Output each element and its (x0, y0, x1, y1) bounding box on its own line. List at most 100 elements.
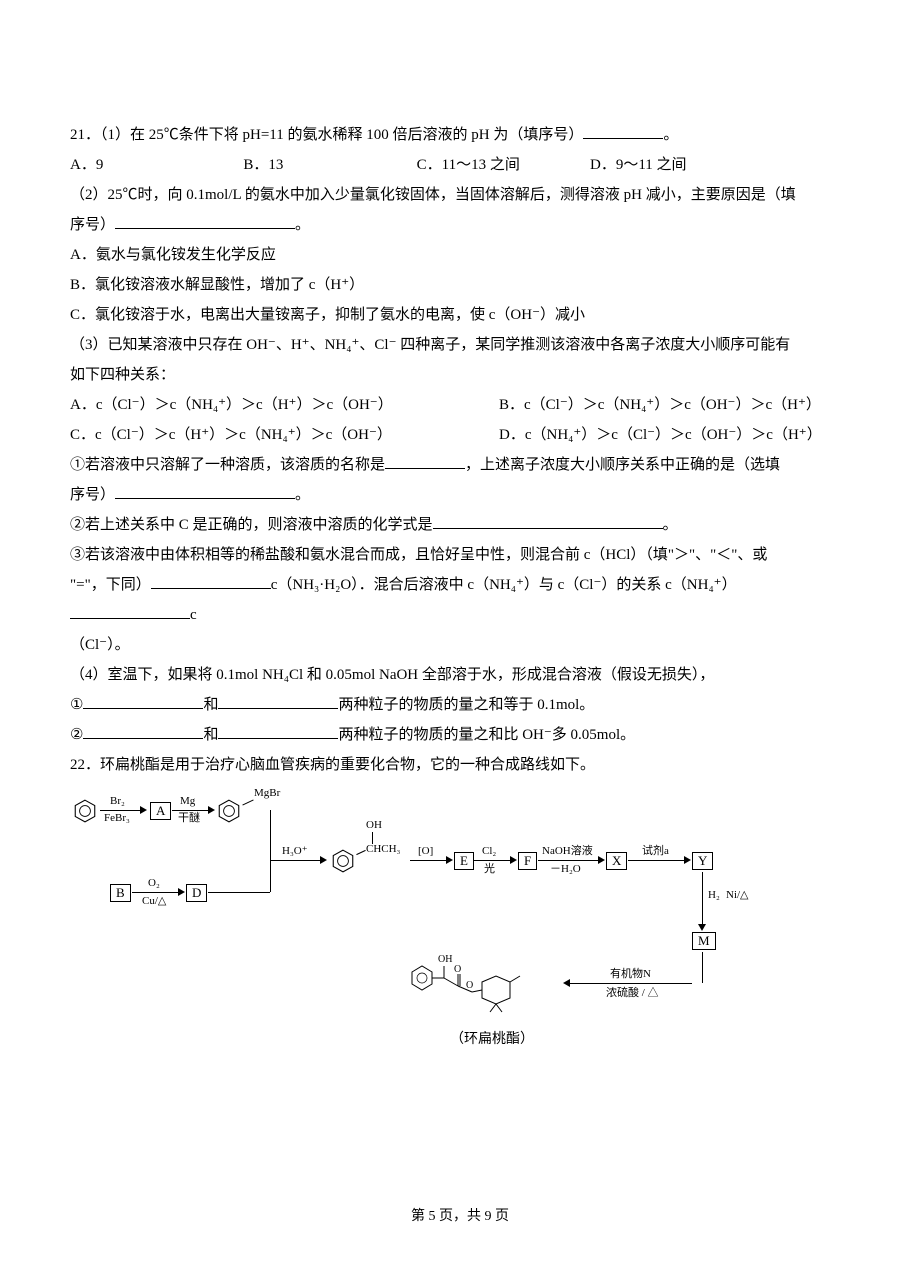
blank (83, 694, 203, 709)
box-b: B (110, 884, 131, 902)
text: 和 (203, 727, 218, 743)
q21-3-sub3e: （Cl⁻）。 (70, 630, 850, 660)
text: "="，下同） (70, 577, 151, 593)
text: ② (70, 727, 83, 743)
option-b: B．c（Cl⁻）＞c（NH₄⁺）＞c（OH⁻）＞c（H⁺） (499, 390, 850, 420)
product-structure-icon: OH O O (400, 948, 560, 1018)
q21-2-prefix: 序号） (70, 217, 115, 233)
label-febr3: FeBr₃ (104, 813, 130, 824)
blank (151, 574, 271, 589)
option-c: C．c（Cl⁻）＞c（H⁺）＞c（NH₄⁺）＞c（OH⁻） (70, 420, 499, 450)
label-shiji: 试剂a (642, 846, 669, 857)
text: 和 (203, 697, 218, 713)
label-liusuan: 浓硫酸 / △ (606, 988, 659, 999)
option-b: B．13 (243, 150, 416, 180)
label-h2: H₂ (708, 890, 720, 901)
text: ① (70, 697, 83, 713)
box-m: M (692, 932, 716, 950)
q21-1-text: 21．（1）在 25℃条件下将 pH=11 的氨水稀释 100 倍后溶液的 pH… (70, 127, 583, 143)
footer-suffix: 页 (492, 1209, 510, 1224)
option-d: D．c（NH₄⁺）＞c（Cl⁻）＞c（OH⁻）＞c（H⁺） (499, 420, 850, 450)
box-a: A (150, 802, 171, 820)
label-mg: Mg (180, 796, 195, 807)
q21-2-suffix: 。 (295, 217, 310, 233)
label-ganmi: 干醚 (178, 813, 200, 824)
footer-mid: 页，共 (436, 1209, 485, 1224)
q22-intro: 22．环扁桃酯是用于治疗心脑血管疾病的重要化合物，它的一种合成路线如下。 (70, 750, 850, 780)
diagram-caption: （环扁桃酯） (450, 1026, 534, 1054)
label-nid: Ni/△ (726, 890, 749, 901)
q21-2-optB: B．氯化铵溶液水解显酸性，增加了 c（H⁺） (70, 270, 850, 300)
footer-total: 9 (485, 1209, 492, 1224)
blank (218, 724, 338, 739)
label-mgbr: MgBr (254, 788, 280, 799)
text: ，上述离子浓度大小顺序关系中正确的是（选填 (465, 457, 780, 473)
q21-3-intro1: （3）已知某溶液中只存在 OH⁻、H⁺、NH₄⁺、Cl⁻ 四种离子，某同学推测该… (70, 330, 850, 360)
label-oxid: [O] (418, 846, 433, 857)
label-h2o: －H₂O (550, 864, 581, 875)
box-d: D (186, 884, 207, 902)
page-footer: 第 5 页，共 9 页 (0, 1203, 920, 1231)
blank (385, 454, 465, 469)
label-o2: O₂ (148, 878, 160, 889)
blank (70, 604, 190, 619)
label-guang: 光 (484, 864, 495, 875)
box-x: X (606, 852, 627, 870)
q21-3-optsCD: C．c（Cl⁻）＞c（H⁺）＞c（NH₄⁺）＞c（OH⁻） D．c（NH₄⁺）＞… (70, 420, 850, 450)
text: ①若溶液中只溶解了一种溶质，该溶质的名称是 (70, 457, 385, 473)
label-oh: OH (366, 820, 382, 831)
q21-3-sub1-cont: 序号） 。 (70, 480, 850, 510)
q21-1-suffix: 。 (663, 127, 678, 143)
q21-2-line2: 序号） 。 (70, 210, 850, 240)
label-cl2: Cl₂ (482, 846, 496, 857)
option-a: A．9 (70, 150, 243, 180)
option-c: C．11～13 之间 (417, 150, 590, 180)
label-youjiN: 有机物N (610, 969, 651, 980)
text: 序号） (70, 487, 115, 503)
q21-2-optC: C．氯化铵溶于水，电离出大量铵离子，抑制了氨水的电离，使 c（OH⁻）减小 (70, 300, 850, 330)
q21-4-intro: （4）室温下，如果将 0.1mol NH₄Cl 和 0.05mol NaOH 全… (70, 660, 850, 690)
blank (83, 724, 203, 739)
blank (583, 124, 663, 139)
text: 两种粒子的物质的量之和等于 0.1mol。 (338, 697, 594, 713)
blank (115, 214, 295, 229)
q21-3-optsAB: A．c（Cl⁻）＞c（NH₄⁺）＞c（H⁺）＞c（OH⁻） B．c（Cl⁻）＞c… (70, 390, 850, 420)
label-cud: Cu/△ (142, 896, 166, 907)
text: c（NH₃·H₂O）．混合后溶液中 c（NH₄⁺）与 c（Cl⁻）的关系 c（N… (271, 577, 737, 593)
q21-4-sub1: ① 和 两种粒子的物质的量之和等于 0.1mol。 (70, 690, 850, 720)
label-chch3: CHCH₃ (366, 844, 400, 855)
box-y: Y (692, 852, 713, 870)
document-content: 21．（1）在 25℃条件下将 pH=11 的氨水稀释 100 倍后溶液的 pH… (70, 120, 850, 1058)
text: ②若上述关系中 C 是正确的，则溶液中溶质的化学式是 (70, 517, 433, 533)
q21-3-intro2: 如下四种关系： (70, 360, 850, 390)
q21-1-options: A．9 B．13 C．11～13 之间 D．9～11 之间 (70, 150, 850, 180)
blank (433, 514, 663, 529)
text: 。 (295, 487, 310, 503)
benzene-icon (216, 798, 242, 824)
q21-3-sub3b: "="，下同） c（NH₃·H₂O）．混合后溶液中 c（NH₄⁺）与 c（Cl⁻）… (70, 570, 850, 630)
footer-current: 5 (429, 1209, 436, 1224)
option-d: D．9～11 之间 (590, 150, 850, 180)
box-e: E (454, 852, 474, 870)
q21-1-stem: 21．（1）在 25℃条件下将 pH=11 的氨水稀释 100 倍后溶液的 pH… (70, 120, 850, 150)
svg-text:OH: OH (438, 954, 452, 965)
text: 。 (663, 517, 678, 533)
q21-4-sub2: ② 和 两种粒子的物质的量之和比 OH⁻多 0.05mol。 (70, 720, 850, 750)
text: 两种粒子的物质的量之和比 OH⁻多 0.05mol。 (338, 727, 635, 743)
synthesis-diagram: Br₂ FeBr₃ A Mg 干醚 MgBr H₃O⁺ CHCH₃ OH [O]… (70, 788, 850, 1058)
text: c (190, 607, 197, 623)
svg-text:O: O (466, 980, 473, 991)
benzene-icon (330, 848, 356, 874)
q21-2-optA: A．氨水与氯化铵发生化学反应 (70, 240, 850, 270)
label-h3o: H₃O⁺ (282, 846, 308, 857)
label-naoh: NaOH溶液 (542, 846, 593, 857)
q21-3-sub3a: ③若该溶液中由体积相等的稀盐酸和氨水混合而成，且恰好呈中性，则混合前 c（HCl… (70, 540, 850, 570)
box-f: F (518, 852, 537, 870)
option-a: A．c（Cl⁻）＞c（NH₄⁺）＞c（H⁺）＞c（OH⁻） (70, 390, 499, 420)
footer-prefix: 第 (411, 1209, 429, 1224)
blank (218, 694, 338, 709)
blank (115, 484, 295, 499)
q21-3-sub1: ①若溶液中只溶解了一种溶质，该溶质的名称是 ，上述离子浓度大小顺序关系中正确的是（… (70, 450, 850, 480)
q21-2-line1: （2）25℃时，向 0.1mol/L 的氨水中加入少量氯化铵固体，当固体溶解后，… (70, 180, 850, 210)
svg-text:O: O (454, 964, 461, 975)
